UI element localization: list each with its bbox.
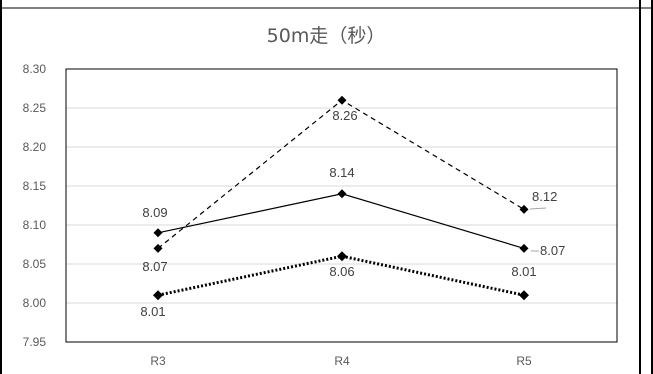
data-point-marker [153, 228, 163, 238]
data-point-marker [153, 243, 163, 253]
data-point-marker [519, 204, 529, 214]
data-point-marker [337, 251, 347, 262]
data-label: 8.09 [142, 205, 167, 220]
x-tick-label: R3 [150, 354, 166, 368]
data-point-marker [337, 95, 347, 105]
label-leader-line [529, 207, 547, 210]
data-label: 8.26 [332, 108, 357, 123]
y-tick-label: 8.05 [23, 257, 47, 271]
plot-frame [65, 68, 618, 343]
data-label: 8.14 [329, 165, 354, 180]
data-point-marker [153, 290, 163, 301]
series-layer [153, 95, 529, 301]
data-label: 8.07 [540, 243, 565, 258]
data-label: 8.01 [140, 304, 165, 319]
y-tick-label: 8.25 [23, 101, 47, 115]
y-tick-label: 8.30 [23, 62, 47, 76]
y-tick-label: 8.00 [23, 296, 47, 310]
y-tick-label: 8.10 [23, 218, 47, 232]
y-tick-label: 8.20 [23, 140, 47, 154]
y-tick-label: 8.15 [23, 179, 47, 193]
axis-layer: 8.30 8.25 8.20 8.15 8.10 8.05 8.00 7.95 R3 R4 R5 [23, 62, 618, 368]
chart-title: 50m走（秒） [267, 25, 386, 47]
data-label: 8.06 [329, 264, 354, 279]
data-point-marker [519, 290, 529, 301]
x-tick-label: R5 [516, 354, 532, 368]
x-tick-label: R4 [334, 354, 350, 368]
label-layer: 8.07 8.26 8.12 8.09 8.14 8.07 8.01 8.06 8.01 [140, 108, 565, 319]
data-label: 8.07 [142, 259, 167, 274]
data-label: 8.01 [511, 264, 536, 279]
data-label: 8.12 [532, 189, 557, 204]
data-point-marker [337, 189, 347, 199]
grid-layer [66, 107, 617, 304]
data-point-marker [519, 243, 529, 253]
y-tick-label: 7.95 [23, 335, 47, 349]
